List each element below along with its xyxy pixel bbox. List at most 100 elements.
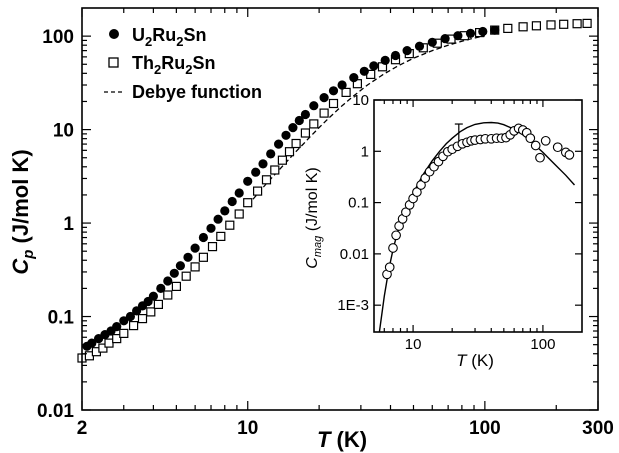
inset-plot: 10 100 1E-3 0.01 0.1 1 10 T (K) Cmag (J/mol K) [304, 92, 583, 370]
th2ru2sn-point [225, 220, 235, 230]
y-tick-label: 0.1 [48, 308, 75, 329]
th2ru2sn-point [198, 252, 208, 262]
u2ru2sn-point [309, 101, 319, 111]
th2ru2sn-point [190, 262, 200, 272]
u2ru2sn-point [288, 123, 298, 133]
th2ru2sn-point [98, 343, 108, 353]
inset-y-tick-label: 10 [352, 92, 369, 109]
inset-y-tick-label: 1 [361, 143, 369, 160]
legend-u2ru2sn-label: U2Ru2Sn [132, 25, 206, 49]
u2ru2sn-point [402, 46, 412, 56]
u2ru2sn-point [294, 115, 304, 126]
u2ru2sn-point [258, 159, 268, 169]
th2ru2sn-point [146, 307, 156, 317]
inset-cmag-point [552, 142, 563, 153]
u2ru2sn-point [206, 223, 216, 233]
th2ru2sn-point [207, 242, 218, 252]
inset-cmag-point [412, 187, 422, 197]
inset-cmag-point [535, 152, 545, 163]
y-tick-label: 1 [63, 214, 74, 235]
u2ru2sn-point [319, 93, 329, 103]
inset-y-tick-label: 0.1 [348, 195, 369, 212]
u2ru2sn-point [234, 188, 244, 198]
legend: U2Ru2Sn Th2Ru2Sn Debye function [104, 25, 262, 102]
th2ru2sn-point [300, 128, 310, 138]
u2ru2sn-point [125, 311, 135, 322]
inset-cmag-point [416, 180, 426, 190]
th2ru2sn-point [112, 334, 122, 344]
inset-x-axis-title: T (K) [456, 351, 494, 370]
inset-axis-titles: T (K) Cmag (J/mol K) [304, 167, 494, 370]
inset-ticks: 10 100 1E-3 0.01 0.1 1 10 [337, 92, 582, 353]
th2ru2sn-point [270, 165, 280, 175]
th2ru2sn-point [253, 186, 263, 196]
th2ru2sn-point [309, 119, 319, 129]
inset-cmag-point [388, 243, 398, 253]
x-tick-label: 300 [582, 418, 614, 439]
inset-cmag-point [525, 133, 536, 144]
u2ru2sn-point [198, 232, 208, 243]
th2ru2sn-point [261, 175, 272, 185]
legend-debye-label: Debye function [132, 82, 262, 102]
main-plot: 2 10 100 300 0.01 0.1 1 10 100 T (K) Cp (J/mol K)… [8, 7, 614, 452]
th2ru2sn-point [503, 23, 513, 33]
th2ru2sn-point [216, 231, 226, 241]
x-tick-label: 2 [77, 418, 88, 439]
th2ru2sn-point [341, 87, 351, 98]
u2ru2sn-point [112, 322, 122, 332]
inset-cmag-point [384, 262, 395, 273]
th2ru2sn-point [104, 338, 114, 348]
u2ru2sn-point [478, 26, 488, 37]
th2ru2sn-point [137, 314, 148, 324]
inset-cmag-point [530, 140, 541, 151]
inset-y-tick-label: 0.01 [340, 246, 369, 263]
th2ru2sn-point [531, 21, 542, 31]
y-axis-title: Cp (J/mol K) [8, 149, 37, 274]
u2ru2sn-point [251, 167, 261, 177]
th2ru2sn-point [518, 22, 528, 32]
inset-y-axis-title: Cmag (J/mol K) [304, 167, 324, 268]
th2ru2sn-point [129, 321, 139, 331]
u2ru2sn-point [183, 252, 193, 262]
th2ru2sn-point [171, 281, 181, 291]
th2ru2sn-point [559, 19, 569, 29]
th2ru2sn-point [277, 155, 287, 165]
th2ru2sn-point [119, 328, 129, 338]
th2ru2sn-point [582, 18, 592, 28]
inset-cmag-point [564, 150, 575, 160]
u2ru2sn-point [87, 338, 97, 348]
u2ru2sn-point [427, 37, 437, 47]
x-tick-label: 10 [237, 418, 258, 439]
u2ru2sn-point [490, 25, 500, 35]
inset-plot-frame [373, 99, 583, 333]
u2ru2sn-point [156, 283, 166, 293]
u2ru2sn-point [220, 206, 230, 216]
th2ru2sn-point [234, 209, 244, 219]
th2ru2sn-point [243, 198, 253, 208]
main-ticks: 2 10 100 300 0.01 0.1 1 10 100 [37, 8, 614, 439]
u2ru2sn-point [163, 276, 173, 286]
u2ru2sn-point [227, 196, 237, 207]
u2ru2sn-point [328, 86, 339, 96]
main-marks [77, 18, 592, 363]
u2ru2sn-point [369, 61, 379, 71]
u2ru2sn-point [465, 28, 476, 38]
th2ru2sn-point [153, 299, 163, 309]
x-tick-label: 100 [469, 418, 501, 439]
inset-marks [378, 121, 576, 332]
x-axis-title: T (K) [317, 427, 367, 452]
inset-x-tick-label: 10 [405, 336, 422, 353]
inset-x-tick-label: 100 [530, 336, 555, 353]
legend-th2ru2sn-marker [108, 57, 119, 68]
u2ru2sn-point [453, 31, 463, 41]
u2ru2sn-point [175, 261, 185, 271]
u2ru2sn-point [266, 149, 276, 159]
th2ru2sn-point [181, 271, 191, 281]
u2ru2sn-point [213, 214, 223, 224]
u2ru2sn-point [243, 176, 253, 186]
u2ru2sn-point [281, 130, 291, 140]
inset-cmag-point [540, 135, 551, 146]
th2ru2sn-point [291, 138, 301, 149]
y-tick-label: 10 [53, 121, 74, 142]
